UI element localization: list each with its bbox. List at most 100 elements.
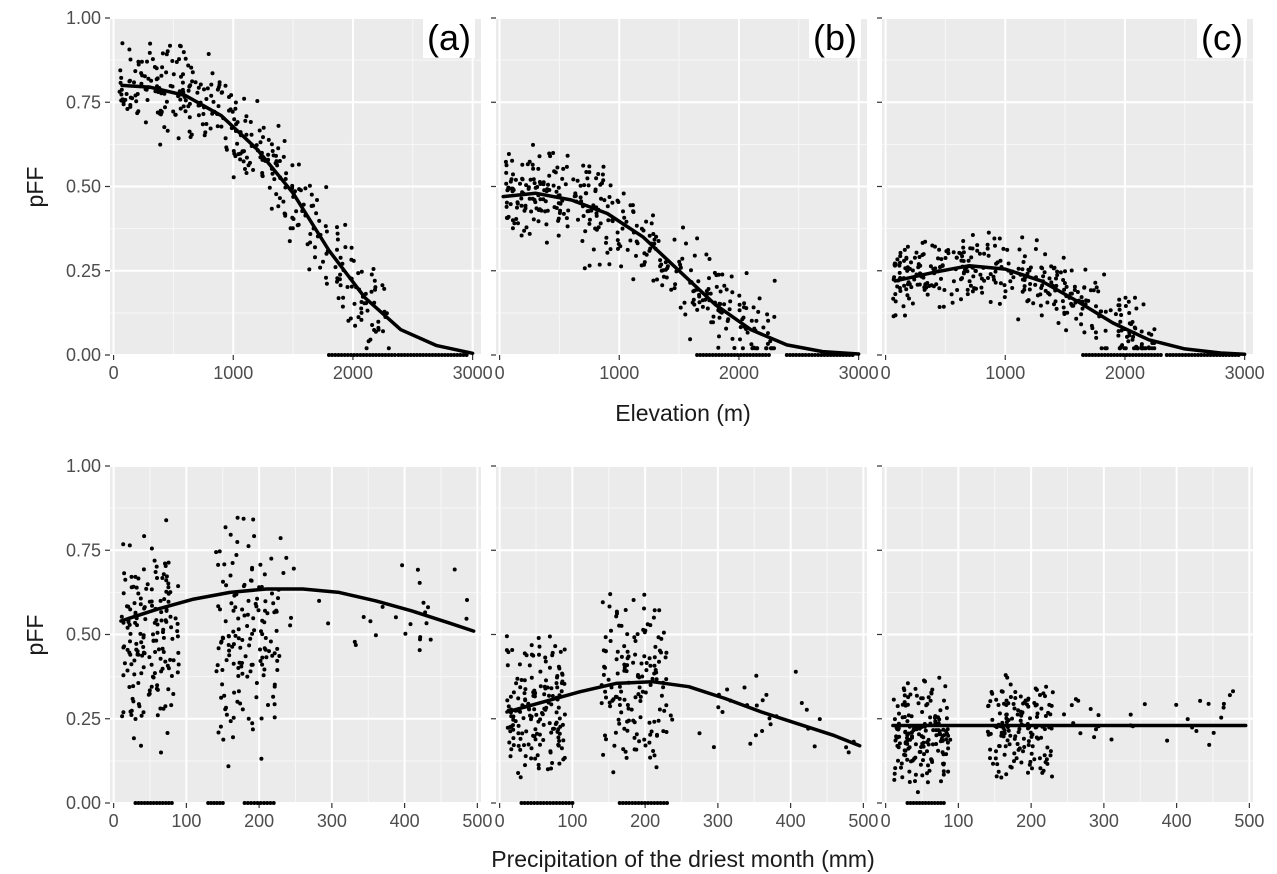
data-point [1005,738,1010,743]
data-point [282,139,287,143]
data-point [164,52,169,57]
data-point [988,300,993,304]
data-point [622,644,627,649]
data-point [119,75,124,80]
data-point [163,801,168,805]
data-point [934,742,939,746]
data-point [764,346,769,351]
data-point [819,353,824,357]
data-point [511,717,516,722]
data-point [368,619,373,624]
data-point [1053,299,1058,304]
data-point [271,694,276,699]
data-point [235,540,240,544]
data-point [531,217,536,222]
data-point [582,266,587,271]
data-point [146,692,151,697]
data-point [535,731,539,736]
data-point [894,734,899,739]
data-point [504,215,509,220]
data-point [654,677,659,682]
data-point [529,717,533,722]
data-point [529,675,534,680]
data-point [255,596,260,601]
data-point [125,668,130,673]
data-point [658,258,663,263]
data-point [528,177,533,182]
data-point [708,291,713,296]
data-point [711,314,716,319]
data-point [905,757,910,762]
data-point [631,598,636,602]
data-point [376,319,381,324]
data-point [751,345,756,350]
data-point [510,158,515,163]
data-point [593,226,598,231]
data-point [366,339,371,344]
data-point [1081,353,1086,357]
data-point [791,353,796,357]
data-point [970,233,975,237]
data-point [1130,353,1135,357]
data-point [229,601,234,606]
data-point [1049,264,1054,269]
data-point [959,297,963,302]
data-point [504,204,509,209]
data-point [1054,276,1058,281]
data-point [631,209,636,214]
data-point [150,603,154,608]
data-point [597,262,602,267]
data-point [220,668,225,672]
data-point [160,646,165,651]
data-point [1062,287,1067,292]
data-point [567,801,572,805]
data-point [254,681,259,685]
data-point [634,239,639,244]
data-point [393,615,398,620]
data-point [217,80,222,85]
data-point [424,621,429,626]
data-point [244,114,249,119]
data-point [132,80,136,85]
data-point [181,72,185,77]
data-point [623,608,628,612]
data-point [136,801,141,805]
data-point [931,284,936,289]
data-point [946,733,951,738]
data-point [244,155,249,160]
data-point [768,722,773,727]
data-point [635,632,640,637]
data-point [1202,353,1207,357]
data-point [1030,766,1034,771]
data-point [121,673,126,678]
data-point [147,655,152,660]
data-point [171,72,176,77]
data-point [1174,353,1179,357]
data-point [922,285,927,290]
data-point [615,671,620,676]
data-point [1079,312,1084,317]
data-point [946,769,951,774]
data-point [270,149,275,153]
data-point [760,353,765,357]
data-point [436,353,441,357]
data-point [991,761,995,766]
data-point [902,283,907,288]
data-point [240,638,245,642]
data-point [519,801,524,805]
data-point [621,209,625,214]
data-point [164,578,169,583]
data-point [642,737,647,742]
data-point [604,235,609,240]
data-point [902,748,907,753]
data-point [683,312,688,317]
data-point [1141,302,1146,307]
data-point [523,754,528,759]
data-point [508,725,513,729]
data-point [321,259,325,264]
data-point [1042,753,1047,758]
data-point [1180,353,1185,357]
data-point [1058,270,1063,275]
data-point [761,325,766,330]
